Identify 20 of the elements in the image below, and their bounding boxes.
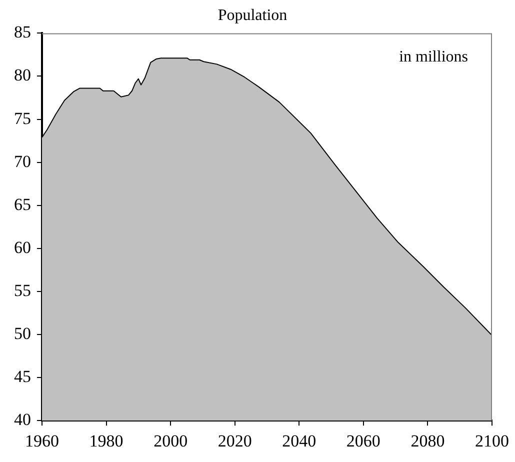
y-tick-label: 75 <box>14 108 31 128</box>
y-tick-label: 80 <box>14 66 31 85</box>
x-tick-label: 2000 <box>154 431 188 450</box>
y-tick-label: 40 <box>14 410 31 430</box>
x-tick-label: 2040 <box>282 431 316 450</box>
y-tick-label: 60 <box>14 238 31 257</box>
y-tick-label: 85 <box>14 22 31 42</box>
y-tick-label: 55 <box>14 280 31 300</box>
x-tick-label: 2020 <box>218 431 252 450</box>
x-tick-label: 2060 <box>346 431 380 450</box>
x-tick-label: 1980 <box>89 431 124 450</box>
chart-title: Population <box>218 6 288 24</box>
x-tick-label: 1960 <box>25 431 59 450</box>
y-tick-label: 65 <box>14 194 31 214</box>
annotation: in millions <box>399 48 468 66</box>
y-tick-label: 45 <box>14 367 31 386</box>
y-tick-label: 50 <box>14 324 31 343</box>
x-tick-label: 2100 <box>475 431 509 450</box>
y-tick-label: 70 <box>14 152 31 171</box>
x-tick-label: 2080 <box>410 431 445 450</box>
